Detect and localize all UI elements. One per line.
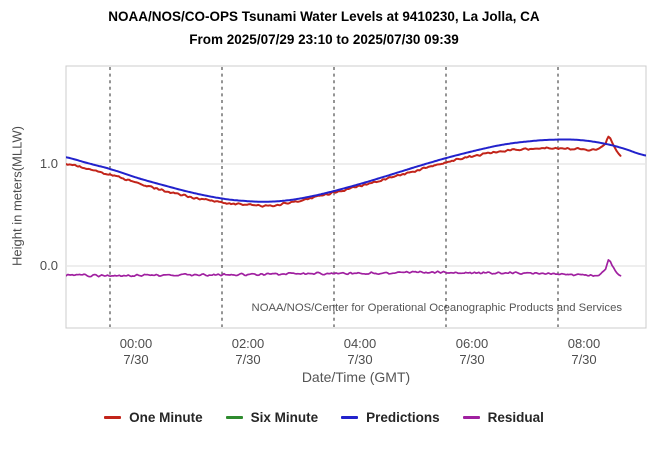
x-tick-label: 00:00 7/30 [106, 336, 166, 368]
legend-line-swatch [104, 416, 122, 419]
y-tick-label: 0.0 [39, 258, 58, 273]
chart-subtitle: From 2025/07/29 23:10 to 2025/07/30 09:3… [189, 32, 459, 47]
vertical-dashed-gridlines [109, 67, 559, 327]
x-tick-label: 06:00 7/30 [442, 336, 502, 368]
x-tick-label: 08:00 7/30 [554, 336, 614, 368]
legend-label: Predictions [366, 410, 440, 425]
legend-line-swatch [225, 416, 243, 419]
x-tick-label: 02:00 7/30 [218, 336, 278, 368]
x-axis-label: Date/Time (GMT) [301, 369, 411, 385]
legend-item-predictions: Predictions [341, 410, 440, 425]
series-line-predictions [66, 138, 646, 203]
horizontal-gridlines [67, 163, 645, 267]
x-tick-time: 02:00 [231, 336, 265, 351]
x-tick-time: 04:00 [343, 336, 377, 351]
x-tick-label: 04:00 7/30 [330, 336, 390, 368]
x-tick-time: 00:00 [119, 336, 153, 351]
x-tick-date: 7/30 [123, 352, 149, 367]
series-line-residual [66, 259, 622, 278]
x-tick-date: 7/30 [571, 352, 597, 367]
legend-item-six-minute: Six Minute [225, 410, 319, 425]
legend-label: One Minute [129, 410, 203, 425]
legend-line-swatch [341, 416, 359, 419]
watermark-text: NOAA/NOS/Center for Operational Oceanogr… [252, 302, 623, 314]
legend-label: Six Minute [250, 410, 319, 425]
series-line-one-minute [66, 135, 622, 208]
y-tick-label: 1.0 [39, 156, 58, 171]
x-tick-time: 06:00 [455, 336, 489, 351]
legend-label: Residual [487, 410, 544, 425]
legend-item-one-minute: One Minute [104, 410, 203, 425]
x-tick-date: 7/30 [347, 352, 373, 367]
x-tick-time: 08:00 [567, 336, 601, 351]
legend-line-swatch [462, 416, 480, 419]
legend-item-residual: Residual [462, 410, 544, 425]
chart-title: NOAA/NOS/CO-OPS Tsunami Water Levels at … [108, 9, 540, 24]
legend: One Minute Six Minute Predictions Residual [0, 410, 648, 425]
x-tick-date: 7/30 [459, 352, 485, 367]
data-curves [66, 135, 646, 278]
plot-border [65, 65, 647, 329]
x-tick-date: 7/30 [235, 352, 261, 367]
plot-area: NOAA/NOS/Center for Operational Oceanogr… [65, 65, 647, 329]
